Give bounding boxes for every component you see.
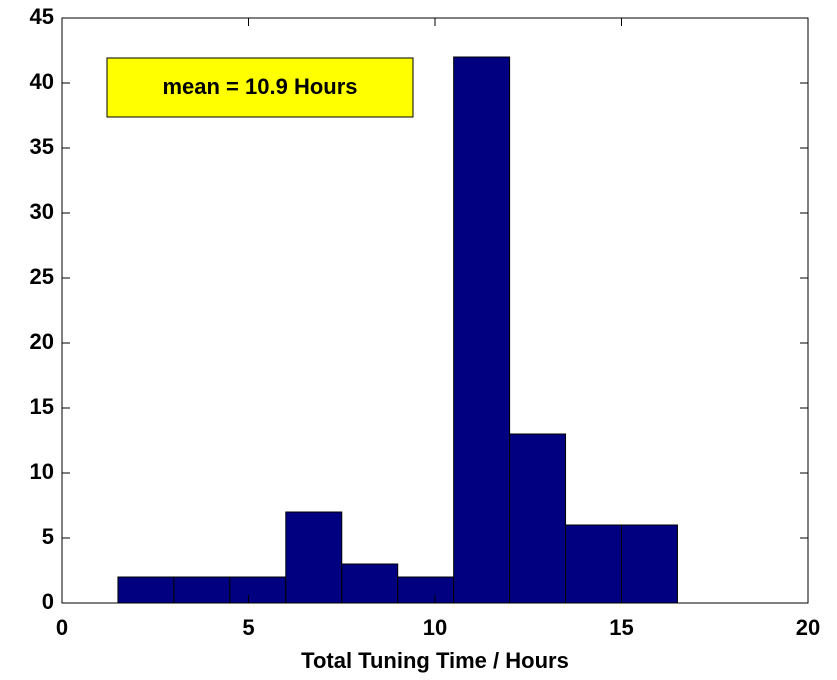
bar	[509, 433, 567, 604]
y-tick-label: 0	[42, 589, 54, 614]
x-tick-label: 10	[423, 615, 447, 640]
y-tick-label: 5	[42, 524, 54, 549]
bar	[285, 511, 343, 604]
y-tick-label: 35	[30, 134, 54, 159]
x-axis-label: Total Tuning Time / Hours	[301, 648, 569, 673]
bar	[453, 56, 511, 604]
axes-frame	[61, 17, 809, 604]
x-tick-label: 5	[242, 615, 254, 640]
bar	[117, 576, 175, 604]
annotation: mean = 10.9 Hours	[162, 74, 357, 99]
y-tick-label: 10	[30, 459, 54, 484]
x-tick-label: 15	[609, 615, 633, 640]
y-tick-label: 20	[30, 329, 54, 354]
y-tick-label: 40	[30, 69, 54, 94]
annotation-box	[106, 57, 414, 118]
x-tick-label: 20	[796, 615, 820, 640]
bar	[621, 524, 678, 604]
y-tick-label: 25	[30, 264, 54, 289]
bar	[397, 576, 455, 604]
bar	[565, 524, 622, 604]
y-tick-label: 15	[30, 394, 54, 419]
y-tick-label: 30	[30, 199, 54, 224]
y-tick-label: 45	[30, 4, 54, 29]
bar	[173, 576, 231, 604]
x-tick-label: 0	[56, 615, 68, 640]
bar	[341, 563, 399, 604]
bar	[229, 576, 287, 604]
